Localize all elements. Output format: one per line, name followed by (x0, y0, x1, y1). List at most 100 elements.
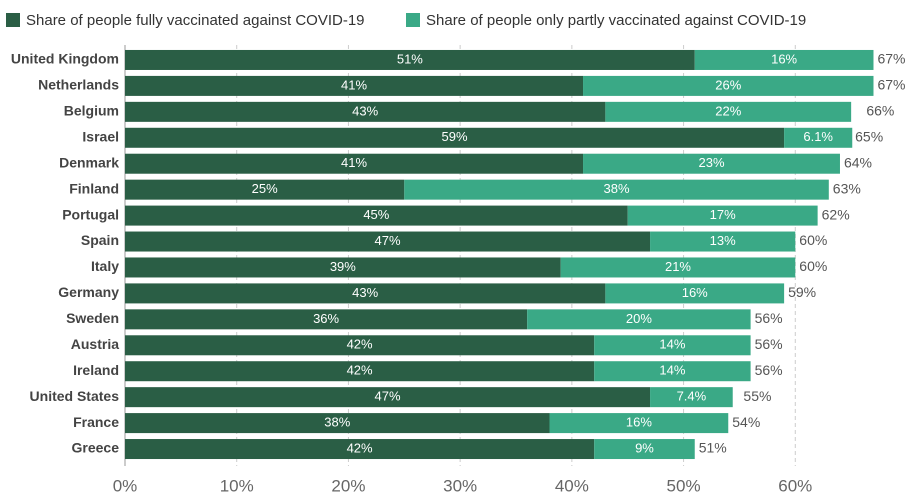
bar-segment (125, 101, 606, 122)
y-tick-label: Belgium (64, 103, 119, 119)
value-label: 14% (659, 337, 685, 352)
value-label: 14% (659, 363, 685, 378)
bar-segment (650, 231, 796, 252)
x-tick-label: 50% (667, 476, 701, 493)
value-label: 17% (710, 207, 736, 222)
value-label: 26% (715, 77, 741, 92)
bar-segment (605, 101, 852, 122)
value-label: 43% (352, 103, 378, 118)
y-tick-label: Israel (82, 128, 119, 144)
total-label: 65% (855, 128, 883, 144)
value-label: 20% (626, 311, 652, 326)
bar-segment (125, 205, 628, 226)
value-label: 38% (324, 415, 350, 430)
value-label: 42% (347, 337, 373, 352)
bar-segment (125, 387, 651, 408)
value-label: 59% (442, 129, 468, 144)
bar-segment (125, 153, 584, 174)
value-label: 16% (682, 285, 708, 300)
bar-segment (694, 49, 874, 70)
total-label: 56% (755, 310, 783, 326)
bar-segment (125, 231, 651, 252)
x-tick-label: 0% (113, 476, 138, 493)
bar-segment (627, 205, 818, 226)
bar-segment (125, 361, 595, 382)
total-label: 59% (788, 284, 816, 300)
value-label: 6.1% (803, 129, 833, 144)
total-label: 64% (844, 154, 872, 170)
total-label: 60% (799, 258, 827, 274)
value-label: 23% (698, 155, 724, 170)
total-label: 66% (866, 103, 894, 119)
bar-segment (125, 257, 561, 278)
value-label: 21% (665, 259, 691, 274)
bar-segment (125, 75, 584, 96)
total-label: 63% (833, 180, 861, 196)
value-label: 43% (352, 285, 378, 300)
bar-segment (125, 335, 595, 356)
x-tick-label: 40% (555, 476, 589, 493)
x-tick-label: 10% (220, 476, 254, 493)
y-tick-label: Netherlands (38, 77, 119, 93)
bar-segment (594, 439, 695, 460)
bar-segment (125, 413, 550, 434)
total-label: 56% (755, 362, 783, 378)
bar-segment (125, 49, 695, 70)
total-label: 55% (743, 388, 771, 404)
value-label: 22% (715, 103, 741, 118)
bar-segment (125, 439, 595, 460)
bar-segment (583, 153, 840, 174)
bar-segment (594, 335, 751, 356)
y-tick-label: United Kingdom (11, 51, 119, 67)
value-label: 9% (635, 440, 654, 455)
y-tick-label: Germany (58, 284, 119, 300)
legend-label: Share of people fully vaccinated against… (26, 12, 365, 29)
value-label: 47% (375, 233, 401, 248)
value-label: 47% (375, 389, 401, 404)
value-label: 16% (771, 51, 797, 66)
y-tick-label: France (73, 414, 119, 430)
y-tick-label: Spain (81, 232, 119, 248)
bar-segment (549, 413, 729, 434)
legend-swatch (6, 13, 20, 27)
value-label: 39% (330, 259, 356, 274)
legend-label: Share of people only partly vaccinated a… (426, 12, 806, 29)
y-tick-label: Greece (72, 440, 120, 456)
bar-segment (125, 127, 785, 148)
y-tick-label: Ireland (73, 362, 119, 378)
bar-segment (560, 257, 796, 278)
value-label: 45% (363, 207, 389, 222)
bar-segment (527, 309, 751, 330)
y-tick-label: Portugal (62, 206, 119, 222)
bar-segment (125, 179, 405, 200)
bar-segment (605, 283, 785, 304)
total-label: 60% (799, 232, 827, 248)
total-label: 67% (877, 77, 905, 93)
y-tick-label: Austria (71, 336, 119, 352)
value-label: 25% (252, 181, 278, 196)
value-label: 41% (341, 77, 367, 92)
y-tick-label: Denmark (59, 154, 119, 170)
value-label: 41% (341, 155, 367, 170)
total-label: 67% (877, 51, 905, 67)
value-label: 51% (397, 51, 423, 66)
value-label: 38% (604, 181, 630, 196)
legend-swatch (406, 13, 420, 27)
total-label: 62% (822, 206, 850, 222)
bar-segment (784, 127, 853, 148)
y-tick-label: Finland (69, 180, 119, 196)
y-tick-label: United States (30, 388, 120, 404)
value-label: 16% (626, 415, 652, 430)
bar-segment (583, 75, 874, 96)
value-label: 42% (347, 440, 373, 455)
bar-segment (594, 361, 751, 382)
y-tick-label: Italy (91, 258, 119, 274)
value-label: 7.4% (677, 389, 707, 404)
x-tick-label: 20% (331, 476, 365, 493)
x-tick-label: 30% (443, 476, 477, 493)
total-label: 51% (699, 440, 727, 456)
bar-segment (650, 387, 733, 408)
value-label: 36% (313, 311, 339, 326)
bar-segment (125, 283, 606, 304)
